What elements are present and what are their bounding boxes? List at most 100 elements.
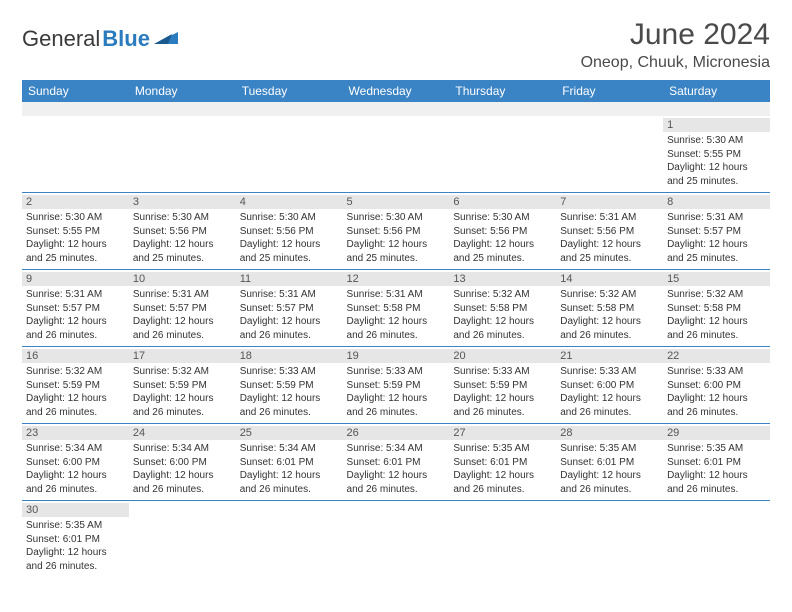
daylight-text: Daylight: 12 hours [240,392,339,406]
calendar-row: 2Sunrise: 5:30 AMSunset: 5:55 PMDaylight… [22,193,770,270]
weekday-header: Thursday [449,80,556,102]
day-number: 1 [663,118,770,132]
daylight-text: and 26 minutes. [560,483,659,497]
daylight-text: Daylight: 12 hours [667,469,766,483]
weekday-header: Sunday [22,80,129,102]
sunrise-text: Sunrise: 5:31 AM [133,288,232,302]
calendar-cell [343,116,450,193]
sunset-text: Sunset: 5:58 PM [667,302,766,316]
day-number: 28 [556,426,663,440]
blank-row [22,102,770,116]
day-number: 26 [343,426,450,440]
weekday-header: Monday [129,80,236,102]
daylight-text: Daylight: 12 hours [453,392,552,406]
daylight-text: Daylight: 12 hours [26,469,125,483]
day-number: 13 [449,272,556,286]
daylight-text: Daylight: 12 hours [347,315,446,329]
day-number: 12 [343,272,450,286]
day-number: 11 [236,272,343,286]
calendar-cell: 18Sunrise: 5:33 AMSunset: 5:59 PMDayligh… [236,347,343,424]
sunset-text: Sunset: 5:58 PM [347,302,446,316]
sunrise-text: Sunrise: 5:31 AM [240,288,339,302]
day-number: 24 [129,426,236,440]
sunrise-text: Sunrise: 5:30 AM [453,211,552,225]
day-number: 16 [22,349,129,363]
sunset-text: Sunset: 5:56 PM [240,225,339,239]
sunrise-text: Sunrise: 5:33 AM [560,365,659,379]
daylight-text: Daylight: 12 hours [667,392,766,406]
calendar-cell: 7Sunrise: 5:31 AMSunset: 5:56 PMDaylight… [556,193,663,270]
sunset-text: Sunset: 5:55 PM [667,148,766,162]
calendar-cell: 13Sunrise: 5:32 AMSunset: 5:58 PMDayligh… [449,270,556,347]
sunset-text: Sunset: 5:56 PM [453,225,552,239]
calendar-row: 9Sunrise: 5:31 AMSunset: 5:57 PMDaylight… [22,270,770,347]
calendar-cell: 27Sunrise: 5:35 AMSunset: 6:01 PMDayligh… [449,424,556,501]
calendar-cell: 5Sunrise: 5:30 AMSunset: 5:56 PMDaylight… [343,193,450,270]
calendar-cell: 12Sunrise: 5:31 AMSunset: 5:58 PMDayligh… [343,270,450,347]
sunrise-text: Sunrise: 5:35 AM [667,442,766,456]
daylight-text: and 26 minutes. [26,483,125,497]
sunrise-text: Sunrise: 5:34 AM [240,442,339,456]
logo-text-2: Blue [102,26,150,52]
sunrise-text: Sunrise: 5:31 AM [26,288,125,302]
month-title: June 2024 [581,18,770,52]
day-number: 5 [343,195,450,209]
calendar-cell: 30Sunrise: 5:35 AMSunset: 6:01 PMDayligh… [22,501,129,578]
daylight-text: and 26 minutes. [133,329,232,343]
sunset-text: Sunset: 5:57 PM [133,302,232,316]
sunset-text: Sunset: 6:01 PM [347,456,446,470]
day-number: 10 [129,272,236,286]
sunset-text: Sunset: 6:00 PM [667,379,766,393]
day-number: 8 [663,195,770,209]
calendar-cell: 4Sunrise: 5:30 AMSunset: 5:56 PMDaylight… [236,193,343,270]
sunset-text: Sunset: 6:00 PM [133,456,232,470]
sunset-text: Sunset: 5:59 PM [453,379,552,393]
daylight-text: Daylight: 12 hours [133,392,232,406]
sunrise-text: Sunrise: 5:32 AM [133,365,232,379]
logo-text-1: General [22,26,100,52]
day-number: 3 [129,195,236,209]
daylight-text: Daylight: 12 hours [667,315,766,329]
sunset-text: Sunset: 5:59 PM [133,379,232,393]
sunset-text: Sunset: 5:58 PM [453,302,552,316]
calendar-cell: 28Sunrise: 5:35 AMSunset: 6:01 PMDayligh… [556,424,663,501]
daylight-text: Daylight: 12 hours [560,392,659,406]
daylight-text: and 26 minutes. [667,406,766,420]
daylight-text: and 26 minutes. [667,483,766,497]
day-number: 6 [449,195,556,209]
daylight-text: Daylight: 12 hours [347,392,446,406]
sunrise-text: Sunrise: 5:35 AM [453,442,552,456]
sunrise-text: Sunrise: 5:31 AM [667,211,766,225]
sunrise-text: Sunrise: 5:34 AM [133,442,232,456]
sunrise-text: Sunrise: 5:33 AM [667,365,766,379]
daylight-text: Daylight: 12 hours [26,546,125,560]
day-number: 17 [129,349,236,363]
calendar-cell: 23Sunrise: 5:34 AMSunset: 6:00 PMDayligh… [22,424,129,501]
calendar-cell [22,116,129,193]
sunset-text: Sunset: 5:56 PM [133,225,232,239]
calendar-cell: 16Sunrise: 5:32 AMSunset: 5:59 PMDayligh… [22,347,129,424]
calendar-cell: 3Sunrise: 5:30 AMSunset: 5:56 PMDaylight… [129,193,236,270]
sunrise-text: Sunrise: 5:33 AM [240,365,339,379]
weekday-header: Tuesday [236,80,343,102]
calendar-cell [343,501,450,578]
daylight-text: Daylight: 12 hours [560,315,659,329]
sunset-text: Sunset: 5:57 PM [26,302,125,316]
day-number: 19 [343,349,450,363]
daylight-text: Daylight: 12 hours [240,469,339,483]
weekday-header-row: Sunday Monday Tuesday Wednesday Thursday… [22,80,770,102]
calendar-cell [556,501,663,578]
daylight-text: and 26 minutes. [240,329,339,343]
calendar-table: Sunday Monday Tuesday Wednesday Thursday… [22,80,770,577]
daylight-text: Daylight: 12 hours [453,469,552,483]
calendar-cell [449,501,556,578]
daylight-text: Daylight: 12 hours [667,238,766,252]
blank-cell [556,102,663,116]
daylight-text: and 25 minutes. [240,252,339,266]
sunset-text: Sunset: 6:01 PM [26,533,125,547]
calendar-cell [129,501,236,578]
calendar-cell [449,116,556,193]
daylight-text: Daylight: 12 hours [347,238,446,252]
daylight-text: Daylight: 12 hours [133,469,232,483]
weekday-header: Saturday [663,80,770,102]
